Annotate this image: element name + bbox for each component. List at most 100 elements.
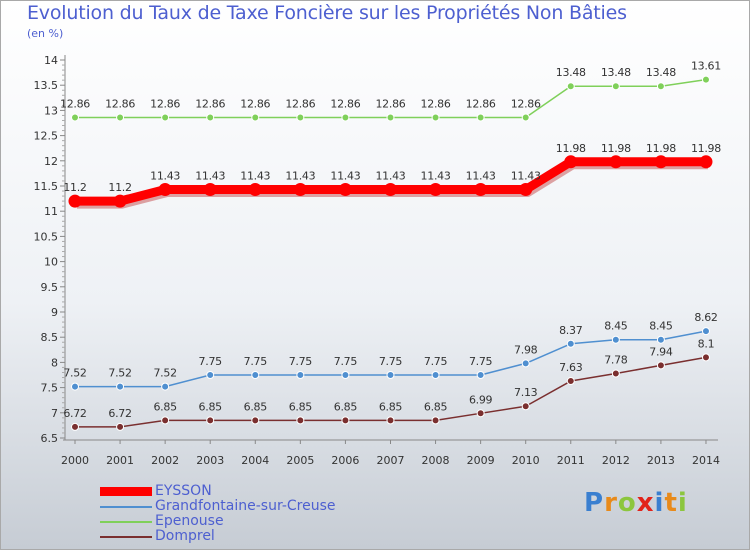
data-point-eysson <box>158 183 172 197</box>
data-label-grandfontaine-sur-creuse: 8.37 <box>559 324 583 337</box>
data-point-eysson <box>383 183 397 197</box>
data-point-domprel <box>566 377 575 386</box>
data-label-epenouse: 13.48 <box>601 66 631 79</box>
logo-letter: r <box>604 488 618 518</box>
data-label-eysson: 11.43 <box>375 170 405 183</box>
x-tick-label: 2002 <box>151 454 179 467</box>
data-label-domprel: 6.85 <box>334 400 358 413</box>
data-point-domprel <box>386 416 395 425</box>
y-tick-label: 13.5 <box>34 79 59 92</box>
data-point-eysson <box>654 155 668 169</box>
y-tick-label: 12 <box>44 155 58 168</box>
y-tick-label: 14 <box>44 54 58 67</box>
data-point-epenouse <box>521 113 530 122</box>
y-tick-label: 12.5 <box>34 130 59 143</box>
data-point-domprel <box>611 369 620 378</box>
data-point-epenouse <box>71 113 79 122</box>
data-point-eysson <box>293 183 307 197</box>
data-label-eysson: 11.98 <box>601 142 631 155</box>
y-tick-label: 7.5 <box>41 382 59 395</box>
data-point-grandfontaine-sur-creuse <box>71 382 79 391</box>
data-label-grandfontaine-sur-creuse: 7.98 <box>514 343 538 356</box>
data-label-domprel: 6.85 <box>289 400 313 413</box>
data-label-epenouse: 12.86 <box>375 97 405 110</box>
legend-label-domprel: Domprel <box>155 528 215 544</box>
data-point-domprel <box>476 409 485 418</box>
data-point-eysson <box>474 183 488 197</box>
data-point-epenouse <box>251 113 260 122</box>
data-point-eysson <box>519 183 533 197</box>
data-label-grandfontaine-sur-creuse: 7.52 <box>153 367 176 380</box>
legend-label-eysson: EYSSON <box>155 483 212 499</box>
data-label-epenouse: 13.61 <box>691 60 721 73</box>
data-label-domprel: 6.85 <box>424 400 448 413</box>
data-point-grandfontaine-sur-creuse <box>341 371 350 379</box>
data-point-epenouse <box>206 113 215 122</box>
data-point-domprel <box>656 361 665 370</box>
data-point-domprel <box>701 353 710 362</box>
data-label-grandfontaine-sur-creuse: 7.75 <box>289 355 313 368</box>
legend-label-epenouse: Epenouse <box>155 513 224 529</box>
data-point-domprel <box>341 416 350 425</box>
data-label-grandfontaine-sur-creuse: 7.75 <box>379 355 403 368</box>
data-label-domprel: 7.63 <box>559 361 583 374</box>
unit-label: (en %) <box>27 27 64 40</box>
logo-letter: P <box>584 488 605 518</box>
data-point-epenouse <box>476 113 485 122</box>
x-tick-label: 2003 <box>196 454 224 467</box>
data-point-domprel <box>251 416 260 425</box>
data-label-eysson: 11.98 <box>691 142 721 155</box>
data-point-grandfontaine-sur-creuse <box>386 371 395 379</box>
data-point-grandfontaine-sur-creuse <box>296 371 305 379</box>
y-tick-label: 8.5 <box>41 331 59 344</box>
x-tick-label: 2014 <box>692 454 720 467</box>
data-label-domprel: 6.85 <box>153 400 177 413</box>
legend-item-epenouse: Epenouse <box>100 514 400 529</box>
data-point-grandfontaine-sur-creuse <box>251 371 260 379</box>
data-point-grandfontaine-sur-creuse <box>206 371 215 379</box>
x-tick-label: 2004 <box>241 454 269 467</box>
data-point-domprel <box>116 422 125 431</box>
y-tick-label: 6.5 <box>41 432 59 445</box>
data-point-epenouse <box>566 82 575 91</box>
y-tick-label: 9.5 <box>41 281 59 294</box>
data-label-eysson: 11.43 <box>511 170 541 183</box>
data-point-domprel <box>206 416 215 425</box>
proxiti-logo: Proxiti <box>584 488 688 518</box>
data-label-grandfontaine-sur-creuse: 8.45 <box>649 320 673 333</box>
legend-item-domprel: Domprel <box>100 529 400 544</box>
data-point-grandfontaine-sur-creuse <box>431 371 440 379</box>
data-label-epenouse: 13.48 <box>556 66 586 79</box>
x-tick-label: 2008 <box>422 454 450 467</box>
x-tick-label: 2007 <box>376 454 404 467</box>
data-point-eysson <box>248 183 262 197</box>
data-point-eysson <box>609 155 623 169</box>
legend-item-grandfontaine: Grandfontaine-sur-Creuse <box>100 499 400 514</box>
y-tick-label: 10 <box>44 256 58 269</box>
data-label-epenouse: 12.86 <box>60 97 90 110</box>
y-tick-label: 10.5 <box>34 230 59 243</box>
data-point-grandfontaine-sur-creuse <box>521 359 530 368</box>
data-point-grandfontaine-sur-creuse <box>476 371 485 379</box>
data-point-grandfontaine-sur-creuse <box>701 327 710 336</box>
x-tick-label: 2001 <box>106 454 134 467</box>
data-point-eysson <box>699 155 713 169</box>
data-label-grandfontaine-sur-creuse: 8.62 <box>694 311 717 324</box>
data-point-eysson <box>113 194 127 208</box>
data-label-grandfontaine-sur-creuse: 7.75 <box>199 355 223 368</box>
logo-letter: x <box>636 488 655 518</box>
data-label-eysson: 11.43 <box>466 170 496 183</box>
legend-item-eysson: EYSSON <box>100 484 400 499</box>
legend-swatch-domprel <box>100 536 152 538</box>
data-label-eysson: 11.43 <box>150 170 180 183</box>
data-label-grandfontaine-sur-creuse: 7.52 <box>63 367 86 380</box>
y-tick-label: 8 <box>51 356 58 369</box>
data-point-epenouse <box>656 82 665 91</box>
data-point-epenouse <box>701 75 710 84</box>
x-tick-label: 2013 <box>647 454 675 467</box>
data-point-grandfontaine-sur-creuse <box>161 382 170 391</box>
data-point-domprel <box>521 402 530 411</box>
data-point-eysson <box>429 183 443 197</box>
data-label-epenouse: 12.86 <box>511 97 541 110</box>
